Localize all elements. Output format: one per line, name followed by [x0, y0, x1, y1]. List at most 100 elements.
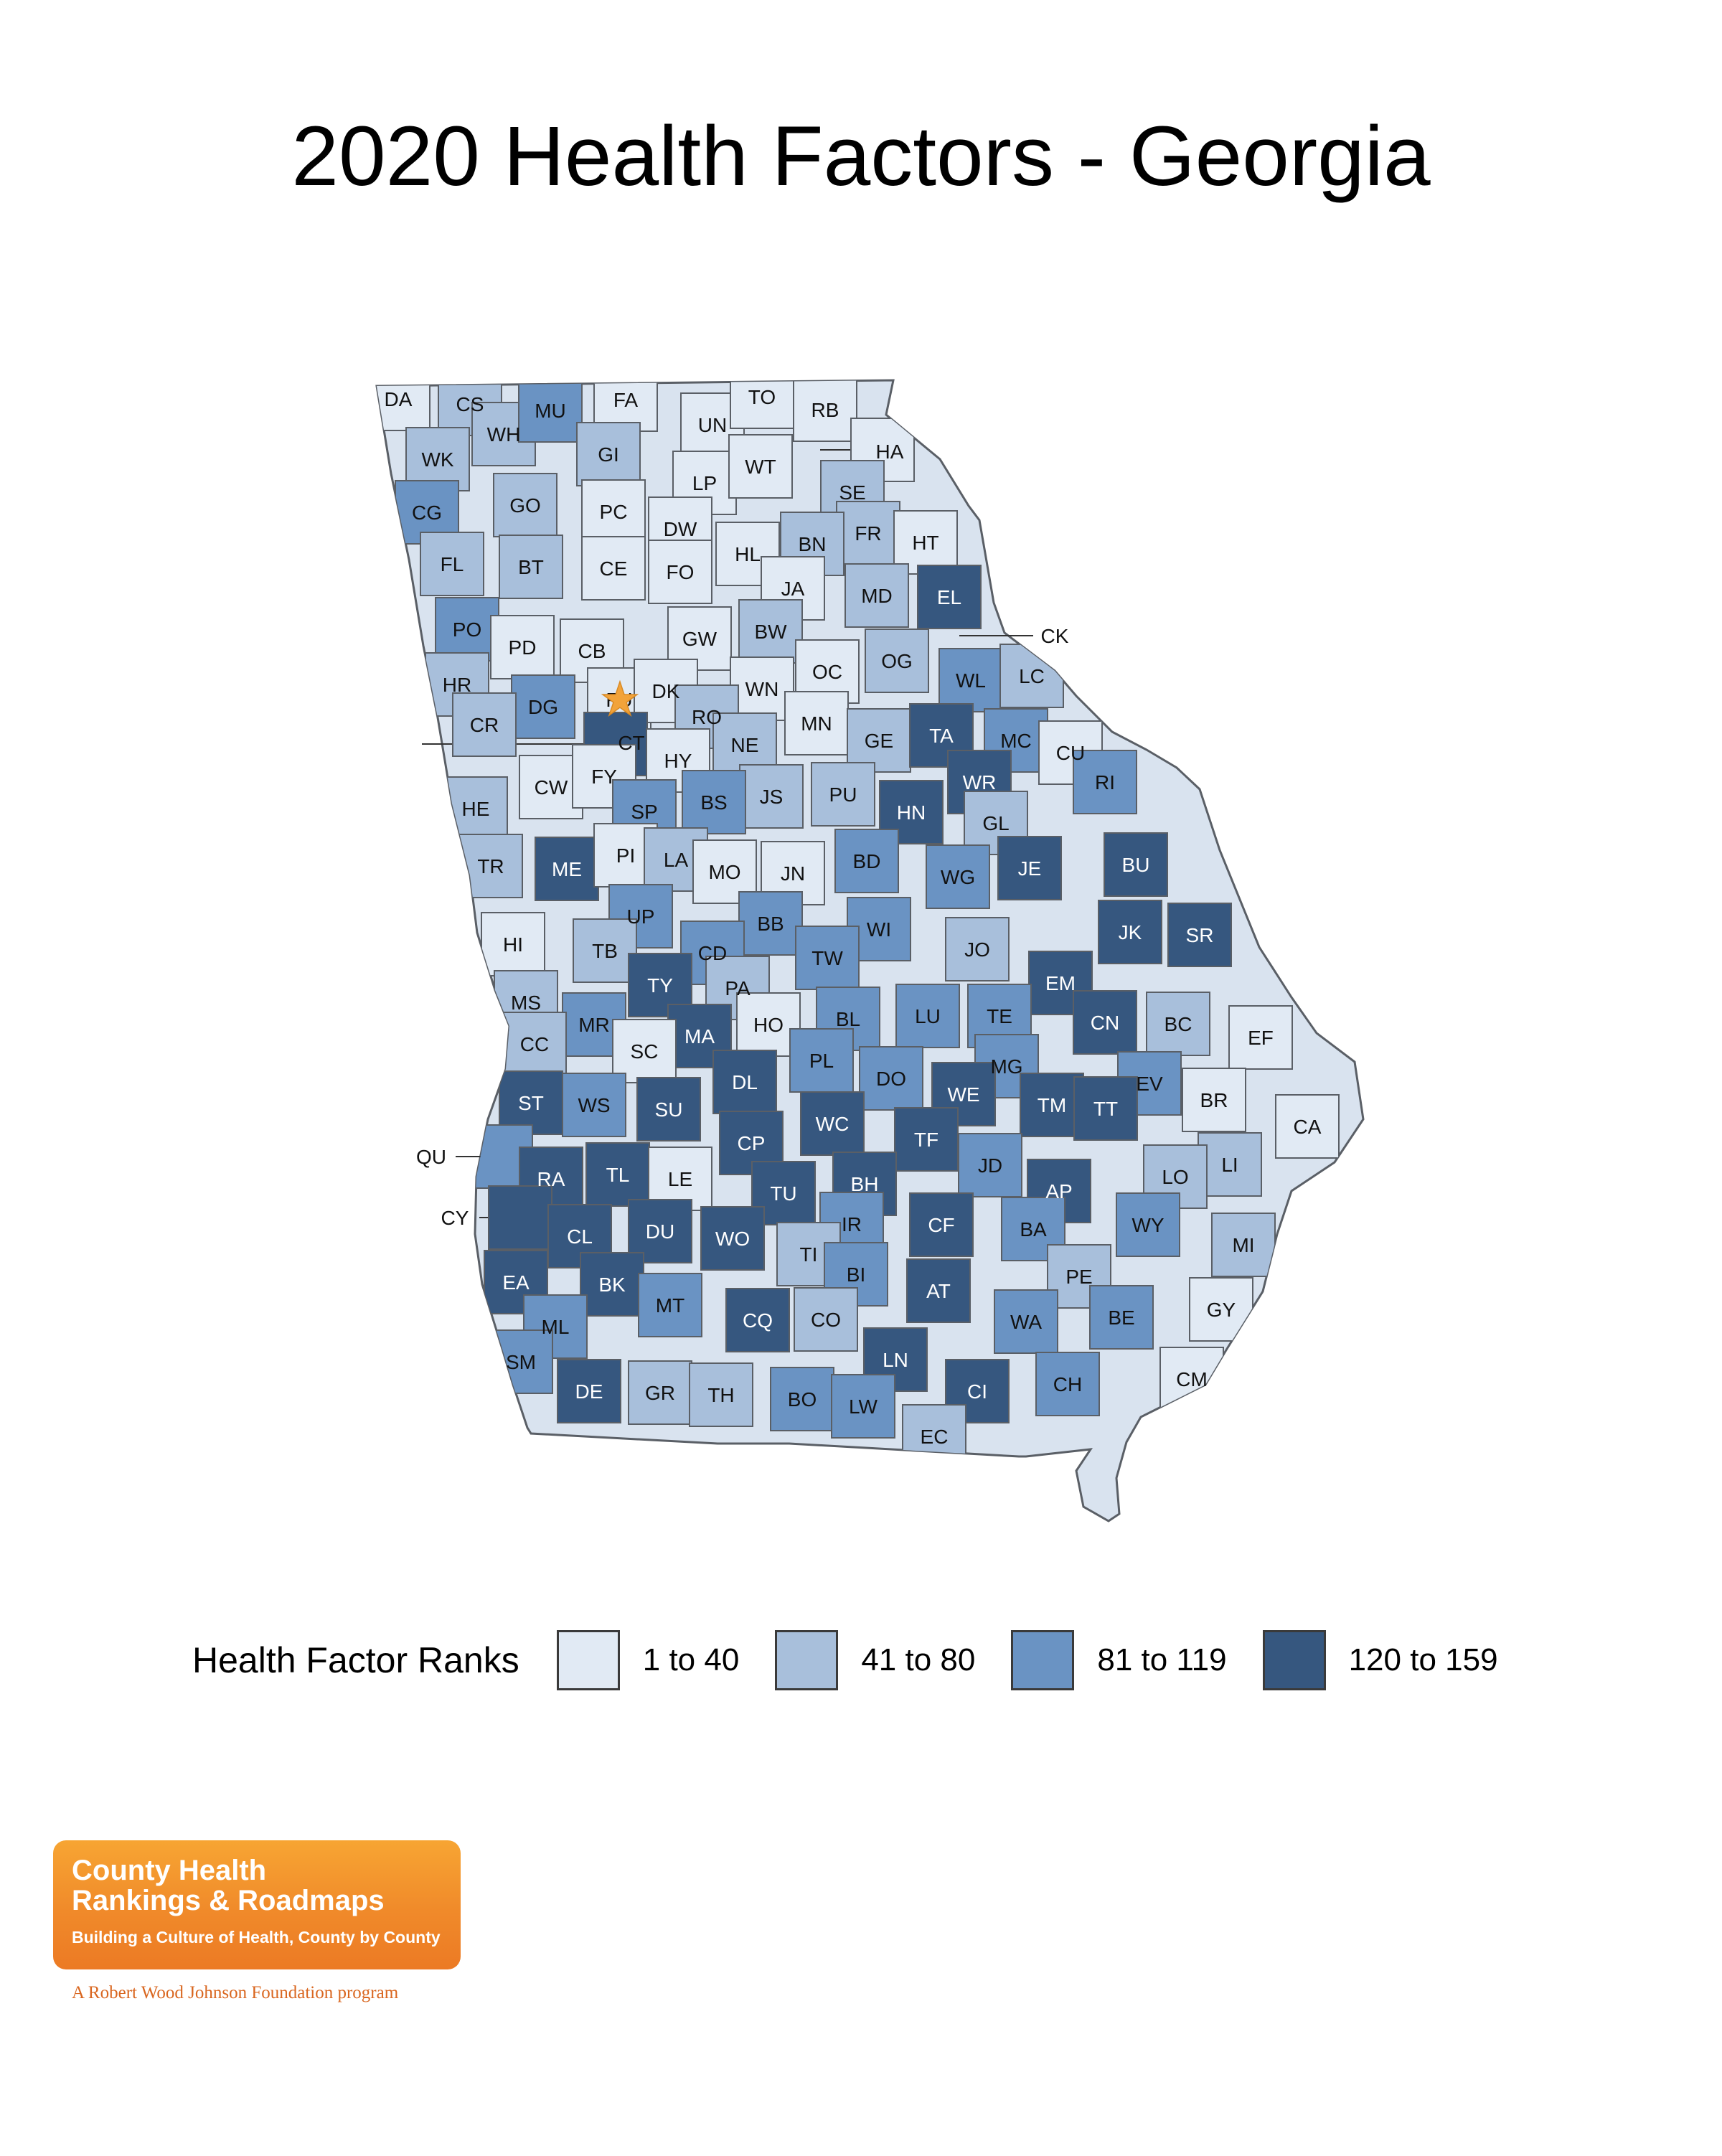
county-label-ml: ML: [542, 1316, 570, 1338]
county-label-br: BR: [1200, 1089, 1228, 1111]
county-th: [689, 1362, 753, 1427]
county-label-dk: DK: [652, 680, 680, 702]
county-label-cb: CB: [578, 640, 606, 662]
county-gr: [628, 1360, 692, 1425]
county-fr: [836, 501, 900, 565]
county-be: [1089, 1285, 1154, 1350]
county-label-em: EM: [1045, 972, 1076, 994]
county-ca: [1275, 1094, 1340, 1159]
county-label-dg: DG: [528, 696, 558, 718]
county-label-ea: EA: [502, 1271, 530, 1294]
county-og: [865, 629, 929, 693]
county-label-cy: CY: [441, 1207, 469, 1229]
county-label-mi: MI: [1232, 1234, 1254, 1256]
county-ws: [562, 1073, 626, 1137]
county-label-la: LA: [664, 849, 689, 871]
county-su: [636, 1077, 701, 1141]
county-bt: [499, 535, 563, 599]
county-label-wh: WH: [487, 423, 521, 446]
county-label-cl: CL: [567, 1225, 593, 1248]
county-wa: [994, 1289, 1058, 1354]
county-label-we: WE: [947, 1083, 979, 1106]
county-label-bc: BC: [1165, 1013, 1192, 1035]
legend-swatch-bin-3: [1011, 1630, 1075, 1690]
county-wn: [730, 656, 794, 721]
county-bu: [1104, 832, 1168, 897]
county-label-bi: BI: [847, 1263, 865, 1286]
county-pl: [789, 1028, 854, 1093]
county-de: [557, 1359, 621, 1423]
county-label-le: LE: [668, 1168, 692, 1190]
county-label-cw: CW: [535, 776, 568, 799]
county-label-wc: WC: [816, 1113, 850, 1135]
county-wy: [1116, 1192, 1180, 1257]
county-label-wo: WO: [715, 1228, 750, 1250]
county-st: [499, 1070, 563, 1135]
county-label-wt: WT: [745, 456, 776, 478]
county-label-bt: BT: [518, 556, 544, 578]
county-wt: [728, 434, 793, 499]
county-label-tl: TL: [606, 1164, 630, 1186]
county-label-ty: TY: [647, 974, 673, 997]
county-label-ht: HT: [912, 532, 938, 554]
county-ch: [1035, 1352, 1100, 1416]
county-label-tb: TB: [592, 940, 618, 962]
county-mt: [638, 1273, 702, 1337]
county-label-rb: RB: [811, 399, 839, 421]
legend-item-bin-4: 120 to 159: [1262, 1630, 1512, 1690]
county-fl: [420, 532, 484, 596]
county-label-wk: WK: [421, 448, 453, 471]
county-go: [493, 473, 557, 537]
county-tb: [573, 918, 637, 983]
county-label-wy: WY: [1131, 1214, 1164, 1236]
chrr-logo: County Health Rankings & Roadmaps Buildi…: [53, 1840, 461, 1969]
legend-swatch-bin-4: [1262, 1630, 1326, 1690]
county-label-tt: TT: [1093, 1098, 1118, 1120]
county-label-mo: MO: [708, 861, 740, 883]
county-label-ma: MA: [684, 1025, 715, 1048]
county-sc: [612, 1019, 677, 1083]
county-cy: [488, 1185, 552, 1250]
county-pc: [581, 479, 646, 544]
county-label-pl: PL: [809, 1050, 834, 1072]
county-label-cp: CP: [738, 1132, 766, 1154]
county-label-cf: CF: [928, 1214, 954, 1236]
county-label-ln: LN: [883, 1349, 908, 1371]
county-label-hr: HR: [443, 674, 471, 696]
county-label-wa: WA: [1010, 1311, 1042, 1333]
county-label-je: JE: [1018, 857, 1042, 880]
county-cr: [452, 692, 517, 757]
county-bk: [580, 1252, 644, 1317]
county-label-cu: CU: [1056, 742, 1085, 764]
county-ge: [847, 708, 911, 773]
county-co: [794, 1287, 858, 1352]
county-label-fo: FO: [667, 561, 695, 583]
logo-line-1: County Health: [72, 1855, 267, 1886]
legend-label-bin-4: 120 to 159: [1348, 1642, 1498, 1677]
county-label-gl: GL: [982, 812, 1009, 834]
county-jd: [958, 1133, 1022, 1197]
county-label-ev: EV: [1136, 1073, 1163, 1095]
county-label-mu: MU: [535, 400, 566, 422]
county-mi: [1211, 1213, 1276, 1277]
county-label-ws: WS: [578, 1094, 610, 1116]
legend-item-bin-2: 41 to 80: [775, 1630, 989, 1690]
county-label-du: DU: [646, 1220, 674, 1243]
county-label-oc: OC: [812, 661, 842, 683]
county-label-go: GO: [509, 494, 541, 517]
county-label-pa: PA: [725, 977, 751, 999]
county-label-mg: MG: [990, 1055, 1022, 1078]
county-label-fr: FR: [855, 522, 881, 545]
county-label-up: UP: [627, 905, 655, 928]
foundation-note: A Robert Wood Johnson Foundation program: [72, 1983, 399, 2002]
county-bd: [834, 829, 899, 893]
county-label-mn: MN: [801, 712, 832, 735]
county-label-jd: JD: [978, 1154, 1002, 1177]
county-label-ra: RA: [537, 1168, 565, 1190]
county-label-tf: TF: [914, 1129, 938, 1151]
county-label-dl: DL: [732, 1071, 758, 1093]
county-lw: [831, 1374, 895, 1439]
